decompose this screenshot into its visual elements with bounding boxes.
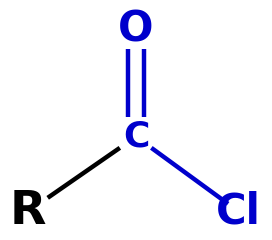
Text: Cl: Cl <box>216 190 261 232</box>
Text: C: C <box>123 120 149 154</box>
Text: R: R <box>10 189 47 234</box>
Text: O: O <box>118 8 154 50</box>
